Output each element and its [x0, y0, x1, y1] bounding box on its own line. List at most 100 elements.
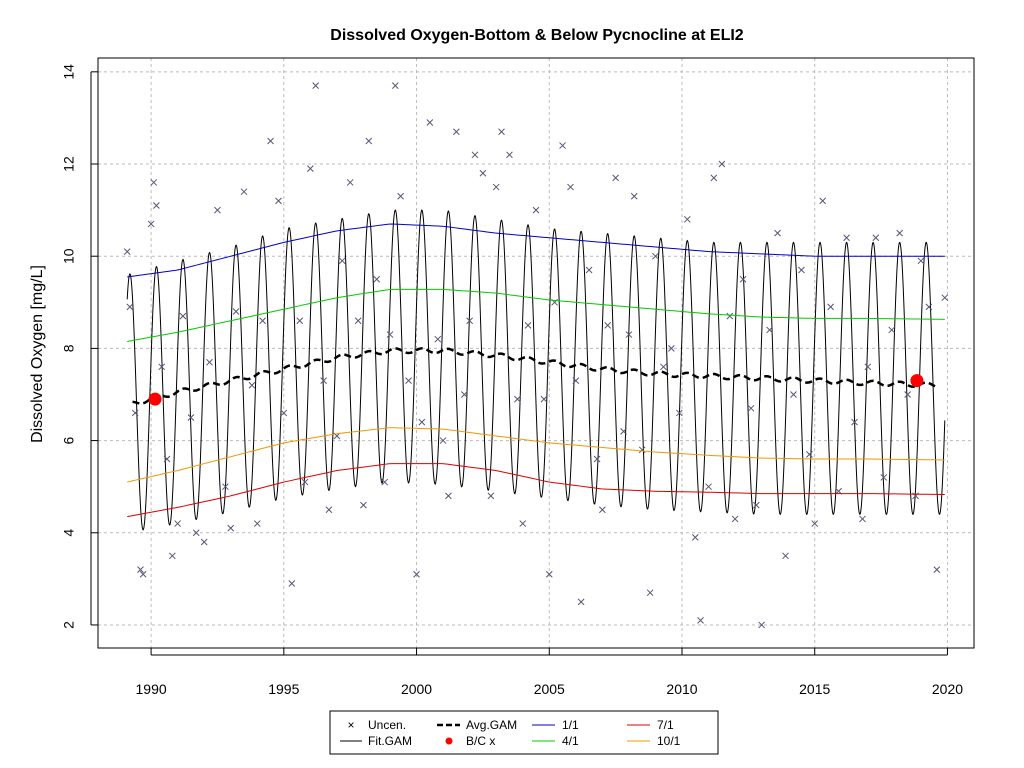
- x-tick-label: 2005: [534, 681, 565, 697]
- x-tick-label: 1990: [136, 681, 167, 697]
- uncensored-point: [660, 363, 667, 371]
- uncensored-point: [307, 165, 314, 172]
- uncensored-point: [577, 598, 585, 606]
- uncensored-point: [391, 82, 399, 90]
- uncensored-point: [163, 455, 171, 463]
- uncensored-point: [338, 257, 346, 265]
- legend-uncen-marker: ×: [347, 718, 354, 732]
- uncensored-point: [131, 409, 139, 417]
- uncensored-point: [652, 252, 659, 260]
- uncensored-point: [498, 128, 505, 136]
- uncensored-point: [941, 294, 949, 302]
- uncensored-point: [620, 428, 627, 435]
- uncensored-point: [275, 197, 282, 205]
- y-axis: 2 4 6 8 10 12 14: [61, 64, 98, 629]
- x-tick-label: 2000: [401, 681, 432, 697]
- uncensored-point: [168, 552, 176, 560]
- uncensored-point: [123, 248, 131, 255]
- uncensored-point: [625, 331, 633, 338]
- uncensored-point: [798, 266, 805, 274]
- y-tick-label: 8: [61, 344, 77, 352]
- uncensored-point: [386, 331, 394, 338]
- uncensored-point: [888, 326, 896, 334]
- uncensored-point: [227, 524, 235, 532]
- uncensored-point: [426, 119, 434, 126]
- uncensored-point: [559, 142, 566, 149]
- legend-d10-label: 10/1: [657, 734, 681, 748]
- uncensored-point: [214, 206, 221, 214]
- uncensored-point: [206, 358, 213, 366]
- uncensored-point: [487, 492, 495, 500]
- uncensored-point: [843, 234, 850, 242]
- uncensored-point: [718, 160, 726, 168]
- uncensored-point: [147, 220, 155, 228]
- uncensored-point: [872, 234, 880, 242]
- legend-uncen-label: Uncen.: [368, 718, 406, 732]
- legend-bc-swatch: [445, 737, 453, 745]
- uncensored-point: [222, 483, 229, 491]
- uncensored-point: [782, 552, 789, 560]
- bc-points-layer: [148, 374, 924, 406]
- bc-point: [148, 392, 162, 406]
- uncensored-point: [506, 151, 513, 159]
- grid: [98, 58, 974, 648]
- uncensored-point: [710, 174, 718, 182]
- legend-d4-label: 4/1: [562, 734, 579, 748]
- uncensored-point: [731, 515, 739, 523]
- uncensored-point: [646, 589, 654, 597]
- uncensored-point: [758, 621, 765, 629]
- y-tick-label: 4: [61, 529, 77, 537]
- x-tick-label: 2015: [799, 681, 830, 697]
- uncensored-point: [460, 391, 468, 398]
- uncensored-point: [519, 520, 527, 527]
- uncensored-point: [726, 312, 734, 320]
- fit-gam-line-layer: [126, 209, 946, 531]
- uncensored-point: [524, 321, 532, 329]
- uncensored-point: [373, 275, 381, 283]
- fit-gam-line: [126, 209, 946, 531]
- uncensored-point: [739, 275, 747, 283]
- uncensored-point: [439, 437, 447, 444]
- uncensored-point: [697, 616, 704, 624]
- uncensored-point: [747, 404, 755, 412]
- uncensored-point: [397, 192, 404, 200]
- x-tick-label: 2010: [666, 681, 697, 697]
- x-axis: 1990 1995 2000 2005 2010 2015 2020: [136, 648, 963, 697]
- series-line-4-1: [127, 288, 945, 342]
- uncensored-point: [248, 381, 256, 389]
- series-line-1-1: [127, 223, 945, 278]
- uncensored-point: [638, 446, 646, 454]
- legend: × Uncen. Fit.GAM Avg.GAM B/C x 1/1 4/1 7…: [329, 710, 719, 755]
- uncensored-point: [139, 570, 147, 578]
- uncensored-point: [354, 317, 362, 325]
- legend-avg-label: Avg.GAM: [466, 718, 517, 732]
- uncensored-point: [267, 137, 274, 145]
- uncensored-point: [325, 506, 333, 514]
- uncensored-point: [453, 128, 460, 136]
- uncensored-point: [365, 137, 373, 145]
- uncensored-point: [179, 312, 187, 320]
- legend-fit-label: Fit.GAM: [368, 734, 412, 748]
- uncensored-point: [630, 192, 638, 200]
- uncensored-point: [137, 566, 144, 573]
- uncensored-point: [668, 345, 675, 352]
- uncensored-point: [774, 229, 781, 237]
- uncensored-point: [880, 474, 888, 481]
- smooth-lines-layer: [127, 223, 945, 518]
- uncensored-point: [612, 174, 619, 182]
- y-axis-label: Dissolved Oxygen [mg/L]: [29, 265, 46, 443]
- uncensored-point: [126, 303, 134, 311]
- uncensored-point: [864, 363, 872, 371]
- uncensored-point: [253, 520, 261, 527]
- uncensored-point: [479, 169, 487, 177]
- uncensored-point: [827, 303, 835, 311]
- legend-d7-label: 7/1: [657, 718, 674, 732]
- uncensored-point: [819, 197, 827, 205]
- legend-bc-label: B/C x: [466, 734, 495, 748]
- uncensored-point: [445, 492, 452, 500]
- uncensored-point: [192, 529, 200, 537]
- uncensored-point: [158, 363, 166, 371]
- uncensored-point: [917, 257, 925, 265]
- uncensored-point: [174, 520, 181, 527]
- uncensored-point: [896, 229, 904, 237]
